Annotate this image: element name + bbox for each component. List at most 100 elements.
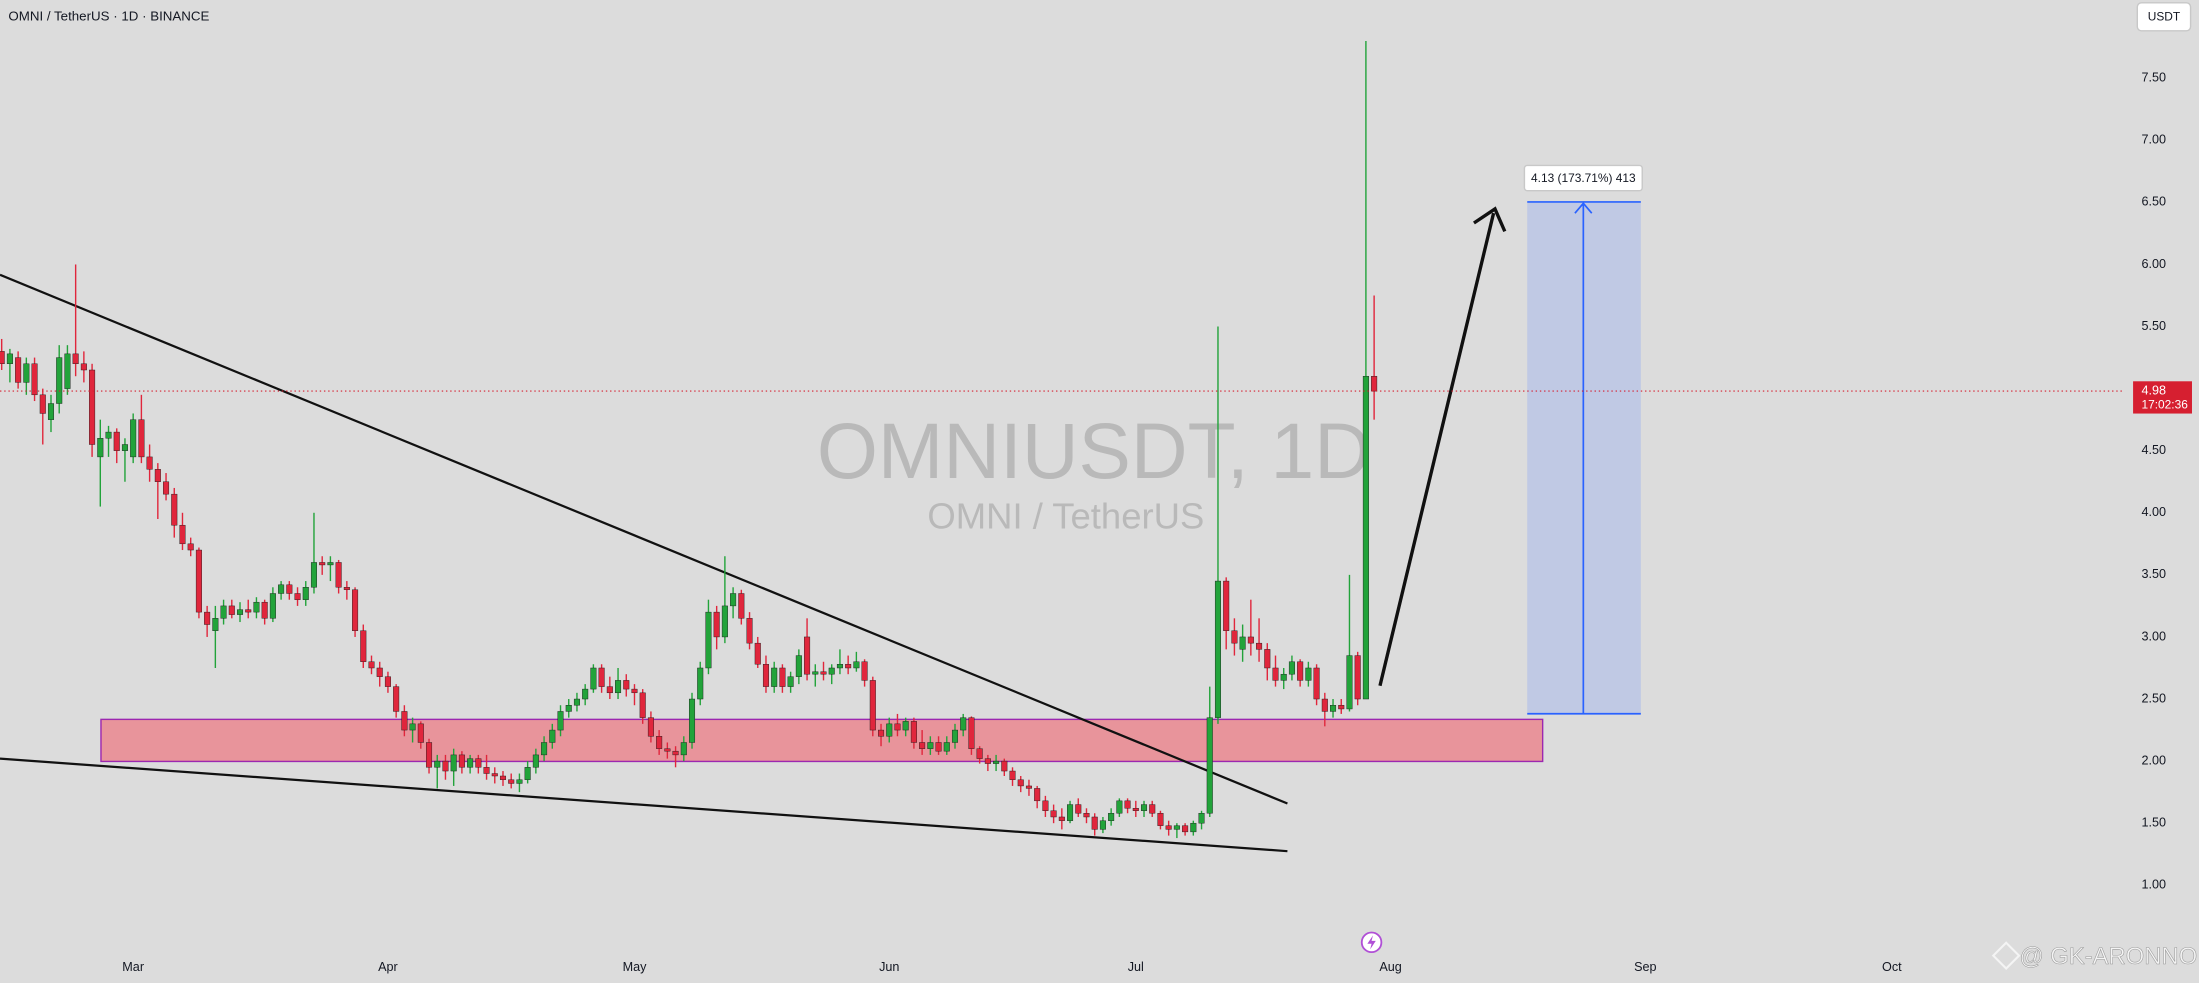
x-tick-label: May bbox=[623, 960, 648, 974]
candle-body bbox=[647, 717, 654, 737]
candle-body bbox=[820, 671, 827, 675]
candle-body bbox=[220, 605, 227, 619]
y-tick-label: 6.50 bbox=[2142, 195, 2167, 209]
candle-body bbox=[56, 357, 63, 404]
candle-body bbox=[343, 587, 350, 590]
watermark-symbol: OMNIUSDT, 1D bbox=[817, 407, 1371, 495]
event-icon-bolt bbox=[1367, 935, 1376, 950]
candle-body bbox=[47, 403, 55, 420]
x-tick-label: Jun bbox=[879, 960, 899, 974]
trendline-upper bbox=[0, 273, 1288, 805]
y-tick-label: 5.50 bbox=[2142, 319, 2167, 333]
x-tick-label: Oct bbox=[1882, 960, 1902, 974]
credit: @ GK-ARONNO bbox=[2019, 943, 2197, 970]
candle-body bbox=[138, 419, 145, 458]
y-tick-label: 6.00 bbox=[2142, 257, 2167, 271]
candle-body bbox=[384, 676, 391, 687]
candle-body bbox=[1313, 667, 1320, 700]
x-tick-label: Mar bbox=[122, 960, 144, 974]
y-tick-label: 7.50 bbox=[2142, 71, 2167, 85]
candle-body bbox=[6, 353, 13, 365]
candle-body bbox=[483, 767, 490, 774]
candle-body bbox=[541, 742, 548, 756]
candle-body bbox=[590, 667, 597, 690]
candle-body bbox=[549, 729, 556, 743]
candle-body bbox=[1371, 375, 1378, 392]
candle-body bbox=[1099, 820, 1106, 830]
candle-body bbox=[491, 773, 498, 777]
candle-body bbox=[163, 481, 170, 495]
candle-body bbox=[146, 456, 153, 470]
candle-body bbox=[269, 593, 276, 619]
candle-body bbox=[861, 661, 868, 681]
candle-body bbox=[1272, 667, 1279, 681]
candle-body bbox=[195, 549, 202, 613]
candle-body bbox=[23, 363, 30, 383]
candle-body bbox=[294, 593, 301, 600]
x-tick-label: Aug bbox=[1379, 960, 1401, 974]
candle-body bbox=[352, 589, 359, 631]
candle-body bbox=[434, 760, 441, 768]
y-tick-label: 3.50 bbox=[2142, 567, 2167, 581]
candle-body bbox=[1297, 661, 1304, 681]
candle-body bbox=[1280, 673, 1287, 681]
candle-body bbox=[450, 754, 457, 772]
candle-body bbox=[113, 431, 120, 451]
measure-label: 4.13 (173.71%) 413 bbox=[1531, 171, 1636, 185]
candle-body bbox=[976, 748, 983, 759]
candle-body bbox=[212, 618, 219, 631]
candle-body bbox=[754, 642, 761, 665]
candle-body bbox=[968, 717, 975, 749]
candle-body bbox=[573, 698, 580, 706]
x-tick-label: Sep bbox=[1634, 960, 1656, 974]
candle-body bbox=[417, 723, 424, 743]
candle-body bbox=[80, 363, 87, 371]
candle-body bbox=[804, 636, 811, 675]
candle-body bbox=[680, 742, 687, 756]
candle-body bbox=[869, 680, 876, 731]
candle-body bbox=[245, 609, 252, 613]
projection-arrowhead bbox=[1473, 206, 1507, 233]
y-tick-label: 3.00 bbox=[2142, 629, 2167, 643]
candle-body bbox=[31, 363, 38, 396]
candle-body bbox=[1362, 375, 1369, 700]
candle-body bbox=[1330, 705, 1337, 712]
candle-body bbox=[376, 667, 383, 677]
candle-body bbox=[582, 688, 589, 700]
candle-body bbox=[368, 661, 375, 669]
candle-body bbox=[278, 584, 285, 594]
candle-body bbox=[1173, 825, 1180, 830]
countdown-label: 17:02:36 bbox=[2142, 397, 2189, 411]
last-price-label: 4.98 bbox=[2142, 383, 2167, 397]
candle-body bbox=[1132, 808, 1139, 811]
candle-body bbox=[721, 605, 728, 638]
candle-body bbox=[409, 723, 416, 731]
candle-body bbox=[442, 760, 449, 772]
candle-body bbox=[171, 493, 178, 526]
candle-body bbox=[1206, 717, 1213, 814]
y-tick-label: 2.50 bbox=[2142, 691, 2167, 705]
candle-body bbox=[927, 742, 934, 749]
candle-body bbox=[615, 680, 622, 694]
candle-body bbox=[97, 438, 104, 458]
candle-body bbox=[993, 760, 1000, 764]
candle-body bbox=[1157, 813, 1164, 826]
candle-body bbox=[656, 736, 663, 749]
candle-body bbox=[812, 671, 819, 675]
candle-body bbox=[1058, 816, 1065, 821]
candle-body bbox=[401, 711, 408, 731]
candle-body bbox=[0, 351, 5, 365]
candle-body bbox=[1305, 667, 1312, 681]
candle-body bbox=[286, 584, 293, 594]
candle-body bbox=[15, 357, 22, 383]
candle-body bbox=[960, 717, 967, 731]
candle-body bbox=[1140, 804, 1148, 811]
projection-arrow bbox=[1378, 212, 1496, 687]
candle-body bbox=[204, 611, 211, 625]
candle-body bbox=[894, 723, 901, 731]
candle-body bbox=[499, 775, 507, 780]
candle-body bbox=[853, 661, 860, 669]
candle-body bbox=[475, 758, 482, 768]
